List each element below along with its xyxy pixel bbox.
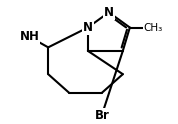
Text: Br: Br (94, 108, 109, 122)
Text: CH₃: CH₃ (144, 23, 163, 32)
Text: NH: NH (20, 30, 40, 43)
Text: N: N (104, 6, 114, 19)
Text: N: N (83, 21, 93, 34)
